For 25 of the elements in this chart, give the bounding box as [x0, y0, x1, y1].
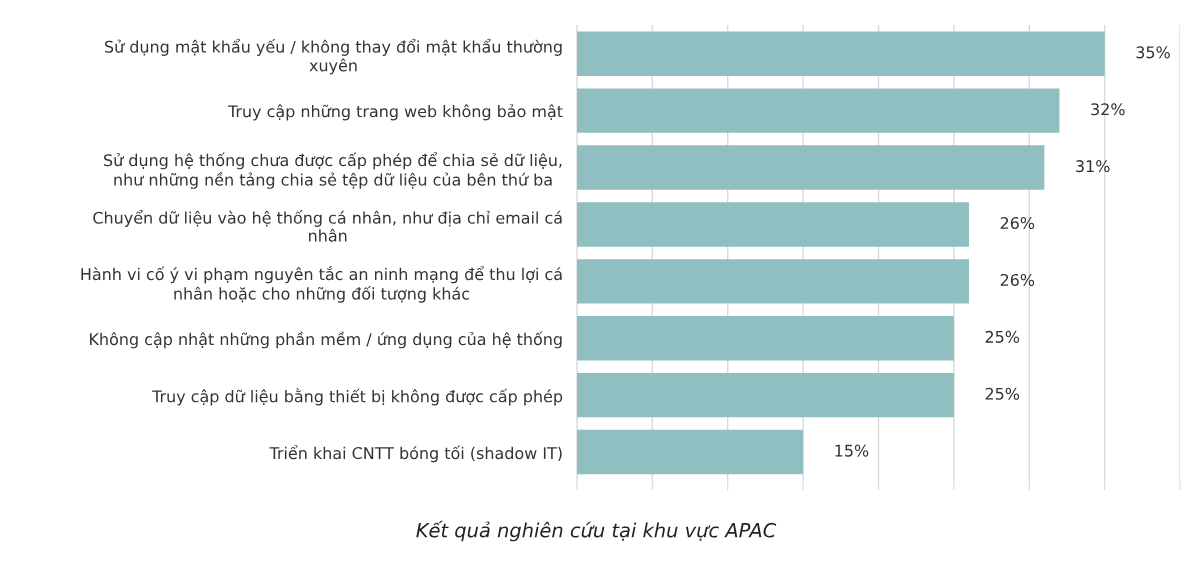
bar [576, 372, 954, 418]
data-label: 32% [1091, 103, 1125, 116]
bar [576, 259, 969, 304]
data-label: 31% [1076, 160, 1110, 173]
y-tick-label: Triển khai CNTT bóng tối (shadow IT) [269, 445, 562, 463]
data-label: 26% [1000, 217, 1035, 230]
data-label: 25% [985, 330, 1020, 343]
bar [576, 145, 1045, 190]
bar [576, 88, 1060, 133]
y-tick-label: Sử dụng mật khẩu yếu / không thay đổi mật khẩu thường xuyên [104, 38, 562, 75]
bar [576, 429, 804, 475]
y-tick-label: Không cập nhật những phần mềm / ứng dụng của hệ thống [90, 331, 562, 349]
y-tick-label: Hành vi cố ý vi phạm nguyên tắc an ninh mạng để thu lợi cá nhân hoặc cho những đối tượng khác [81, 265, 562, 303]
bar [576, 31, 1105, 76]
text: Kết quả nghiên cứu tại khu vực APAC [416, 520, 777, 542]
data-label: 25% [985, 387, 1020, 400]
data-label: 26% [1000, 273, 1035, 286]
data-label: 35% [1136, 46, 1170, 59]
y-tick-label: Chuyển dữ liệu vào hệ thống cá nhân, như địa chỉ email cá nhân [93, 209, 562, 242]
y-tick-label: Sử dụng hệ thống chưa được cấp phép để chia sẻ dữ liệu, như những nền tảng chia sẻ tệp dữ liệu của bên thứ ba [104, 152, 562, 189]
bar [576, 316, 954, 361]
y-tick-label: Truy cập dữ liệu bằng thiết bị không được cấp phép [152, 388, 563, 406]
bar [576, 202, 969, 247]
data-label: 15% [835, 444, 869, 457]
y-tick-label: Truy cập những trang web không bảo mật [227, 104, 563, 121]
